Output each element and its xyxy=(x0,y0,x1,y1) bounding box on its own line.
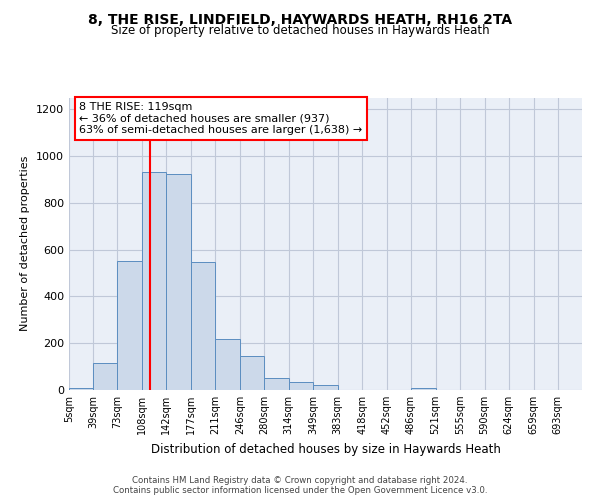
Bar xyxy=(265,378,289,390)
Text: 8, THE RISE, LINDFIELD, HAYWARDS HEATH, RH16 2TA: 8, THE RISE, LINDFIELD, HAYWARDS HEATH, … xyxy=(88,12,512,26)
Bar xyxy=(166,174,191,390)
Bar xyxy=(411,388,436,390)
Bar xyxy=(142,172,166,390)
Text: 8 THE RISE: 119sqm
← 36% of detached houses are smaller (937)
63% of semi-detach: 8 THE RISE: 119sqm ← 36% of detached hou… xyxy=(79,102,362,135)
Text: Contains HM Land Registry data © Crown copyright and database right 2024.: Contains HM Land Registry data © Crown c… xyxy=(132,476,468,485)
Y-axis label: Number of detached properties: Number of detached properties xyxy=(20,156,31,332)
Text: Contains public sector information licensed under the Open Government Licence v3: Contains public sector information licen… xyxy=(113,486,487,495)
Bar xyxy=(191,262,215,390)
X-axis label: Distribution of detached houses by size in Haywards Heath: Distribution of detached houses by size … xyxy=(151,442,500,456)
Bar xyxy=(118,262,142,390)
Text: Size of property relative to detached houses in Haywards Heath: Size of property relative to detached ho… xyxy=(110,24,490,37)
Bar xyxy=(215,338,240,390)
Bar xyxy=(289,382,313,390)
Bar xyxy=(313,385,338,390)
Bar xyxy=(93,363,118,390)
Bar xyxy=(240,356,265,390)
Bar xyxy=(69,388,93,390)
